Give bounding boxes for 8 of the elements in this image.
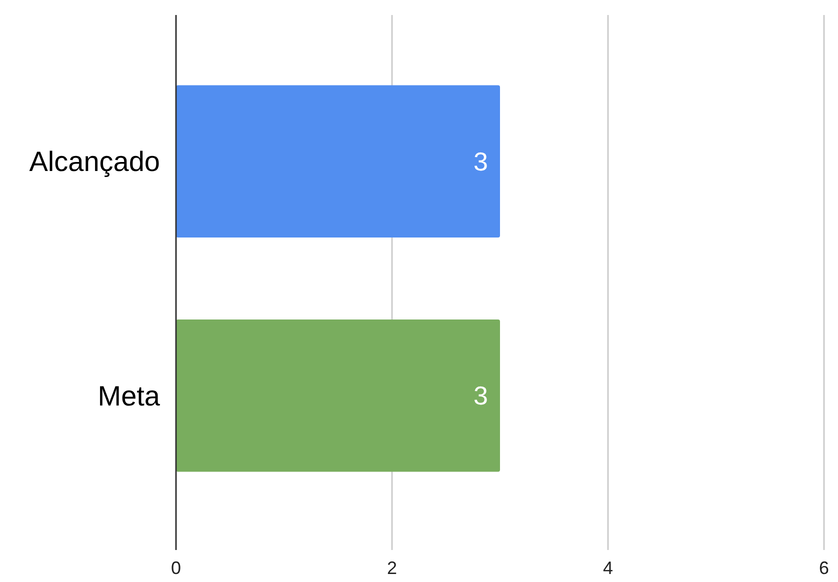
data-label: 3 [474,380,488,411]
x-tick-label: 0 [170,558,182,578]
x-tick-label: 4 [602,558,614,578]
y-tick-label: Meta [98,380,160,412]
y-tick-label: Alcançado [29,146,160,178]
data-label: 3 [474,146,488,176]
x-tick-label: 2 [386,558,398,578]
x-tick-label: 6 [818,558,830,578]
